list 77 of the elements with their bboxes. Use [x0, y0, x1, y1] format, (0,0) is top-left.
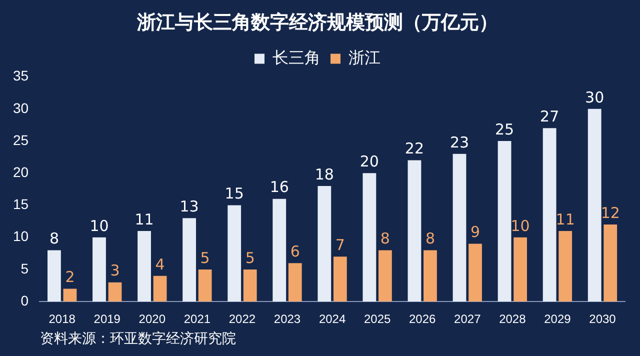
x-tick-label: 2026 — [409, 312, 436, 326]
x-tick-label: 2024 — [318, 312, 346, 326]
y-tick-label: 25 — [12, 132, 29, 148]
data-label: 5 — [200, 248, 210, 267]
data-label: 9 — [470, 223, 480, 242]
data-label: 4 — [155, 255, 165, 274]
data-label: 25 — [494, 120, 514, 138]
x-tick-label: 2029 — [544, 312, 572, 326]
bar — [48, 250, 61, 302]
data-label: 6 — [290, 242, 300, 260]
data-label: 3 — [110, 262, 120, 280]
bar — [182, 218, 196, 302]
data-label: 20 — [360, 152, 379, 171]
data-label: 15 — [224, 184, 244, 203]
data-label: 22 — [404, 140, 424, 158]
bar — [243, 269, 257, 302]
x-tick-label: 2022 — [228, 312, 256, 326]
data-label: 2 — [65, 268, 75, 286]
bar — [362, 173, 376, 302]
bar — [378, 250, 392, 302]
x-tick-label: 2027 — [454, 312, 482, 326]
data-label: 23 — [450, 133, 470, 152]
bar — [408, 160, 422, 302]
bar — [153, 276, 167, 302]
data-label: 8 — [49, 230, 59, 248]
y-tick-label: 5 — [20, 260, 29, 276]
x-tick-label: 2028 — [499, 312, 526, 326]
x-tick-label: 2025 — [364, 312, 391, 326]
bar — [138, 230, 151, 302]
data-label: 7 — [335, 236, 345, 254]
bar — [288, 263, 302, 302]
y-tick-label: 20 — [12, 164, 29, 180]
data-label: 8 — [425, 230, 436, 248]
bar — [333, 256, 347, 302]
data-label: 10 — [90, 216, 109, 235]
data-label: 11 — [134, 210, 154, 228]
data-label: 10 — [510, 216, 530, 235]
bar — [228, 205, 242, 302]
bar — [558, 230, 572, 302]
bar — [424, 250, 437, 302]
bar — [92, 237, 106, 302]
data-label: 16 — [270, 178, 289, 196]
y-tick-label: 30 — [12, 100, 29, 116]
x-tick-label: 2023 — [274, 312, 301, 326]
y-tick-label: 35 — [12, 68, 29, 84]
y-tick-label: 15 — [12, 196, 29, 212]
x-tick-label: 2030 — [589, 312, 616, 326]
text: 资料来源：环亚数字经济研究院 — [39, 330, 237, 348]
bar — [272, 198, 286, 302]
data-label: 12 — [600, 204, 620, 222]
bar — [108, 282, 122, 302]
bar — [318, 186, 332, 302]
legend-label: 长三角 — [272, 48, 320, 67]
x-tick-label: 2018 — [48, 312, 76, 326]
bar — [468, 244, 482, 302]
bar — [498, 141, 512, 302]
data-label: 18 — [314, 165, 334, 184]
bar — [604, 224, 618, 302]
chart-title: 浙江与长三角数字经济规模预测（万亿元） — [136, 11, 498, 34]
bar — [588, 108, 602, 302]
x-tick-label: 2021 — [184, 312, 211, 326]
data-label: 27 — [540, 108, 560, 126]
data-label: 5 — [245, 248, 255, 267]
data-label: 30 — [585, 88, 604, 106]
bar — [63, 288, 77, 302]
x-tick-label: 2020 — [138, 312, 166, 326]
legend-label: 浙江 — [348, 48, 380, 67]
bar — [452, 154, 466, 302]
data-label: 11 — [556, 210, 575, 228]
y-tick-label: 10 — [12, 228, 29, 244]
data-label: 13 — [180, 197, 199, 216]
y-tick-label: 0 — [20, 292, 29, 308]
bar — [542, 128, 556, 302]
data-label: 8 — [380, 230, 390, 248]
x-tick-label: 2019 — [94, 312, 121, 326]
bar — [198, 269, 212, 302]
bar — [514, 237, 527, 302]
